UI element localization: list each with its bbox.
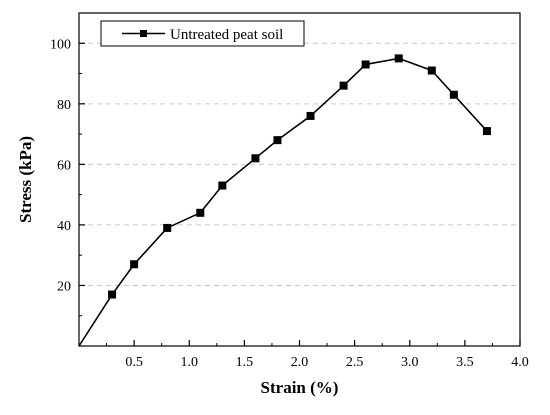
y-axis-title: Stress (kPa) — [16, 136, 35, 223]
x-tick-label: 2.0 — [291, 355, 309, 370]
data-point-marker — [361, 60, 370, 69]
x-tick-label: 0.5 — [125, 355, 143, 370]
data-point-marker — [163, 223, 172, 232]
x-tick-label: 2.5 — [346, 355, 364, 370]
x-tick-label: 1.5 — [236, 355, 254, 370]
data-point-marker — [427, 66, 436, 75]
data-point-marker — [273, 136, 282, 145]
data-point-marker — [482, 127, 491, 136]
y-tick-label: 100 — [50, 37, 71, 52]
x-tick-label: 1.0 — [181, 355, 199, 370]
axis-ticks: 20 40 60 80 100 0.5 1.0 1.5 2.0 2.5 3.0 3.5 4.0 — [50, 37, 529, 370]
x-axis-title: Strain (%) — [261, 378, 339, 397]
legend-label: Untreated peat soil — [170, 27, 283, 43]
x-tick-label: 3.5 — [456, 355, 474, 370]
data-point-marker — [196, 208, 205, 217]
y-tick-label: 80 — [57, 98, 71, 113]
y-tick-label: 60 — [57, 158, 71, 173]
y-tick-label: 40 — [57, 219, 71, 234]
x-tick-label: 3.0 — [401, 355, 419, 370]
data-point-marker — [394, 54, 403, 63]
series-layer — [78, 54, 491, 347]
data-point-marker — [251, 154, 260, 163]
legend: Untreated peat soil — [100, 20, 305, 47]
data-point-marker — [108, 290, 117, 299]
data-point-marker — [306, 111, 315, 120]
data-point-marker — [339, 81, 348, 90]
y-tick-label: 20 — [57, 279, 71, 294]
x-tick-label: 4.0 — [511, 355, 529, 370]
data-point-marker — [218, 181, 227, 190]
data-point-marker — [449, 90, 458, 99]
data-point-marker — [130, 260, 139, 269]
legend-marker-square — [140, 30, 147, 37]
